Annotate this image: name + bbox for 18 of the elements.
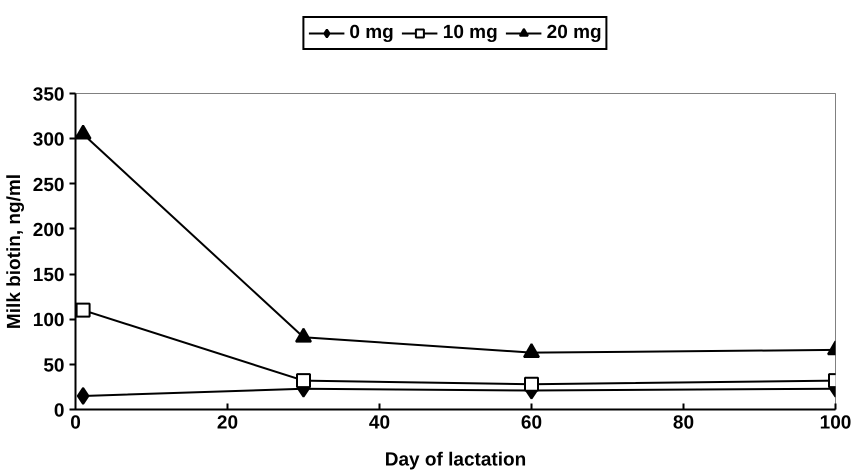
y-axis-title: Milk biotin, ng/ml — [4, 174, 25, 330]
legend-label: 0 mg — [349, 22, 394, 44]
legend-label: 20 mg — [546, 22, 602, 44]
x-axis-title: Day of lactation — [384, 450, 526, 470]
y-tick-label: 250 — [32, 174, 64, 196]
x-tick-label: 0 — [70, 412, 81, 434]
x-tick-label: 100 — [820, 412, 852, 434]
x-tick-label: 40 — [368, 412, 390, 434]
x-tick-label: 60 — [520, 412, 542, 434]
x-tick-label: 20 — [216, 412, 238, 434]
y-tick-label: 50 — [43, 355, 65, 376]
y-tick-label: 150 — [32, 265, 64, 286]
y-tick-label: 300 — [32, 130, 64, 151]
y-tick-label: 350 — [32, 84, 64, 106]
y-tick-label: 100 — [32, 310, 64, 332]
x-tick-label: 80 — [672, 412, 694, 434]
legend-label: 10 mg — [442, 22, 498, 44]
y-tick-label: 200 — [32, 220, 64, 241]
